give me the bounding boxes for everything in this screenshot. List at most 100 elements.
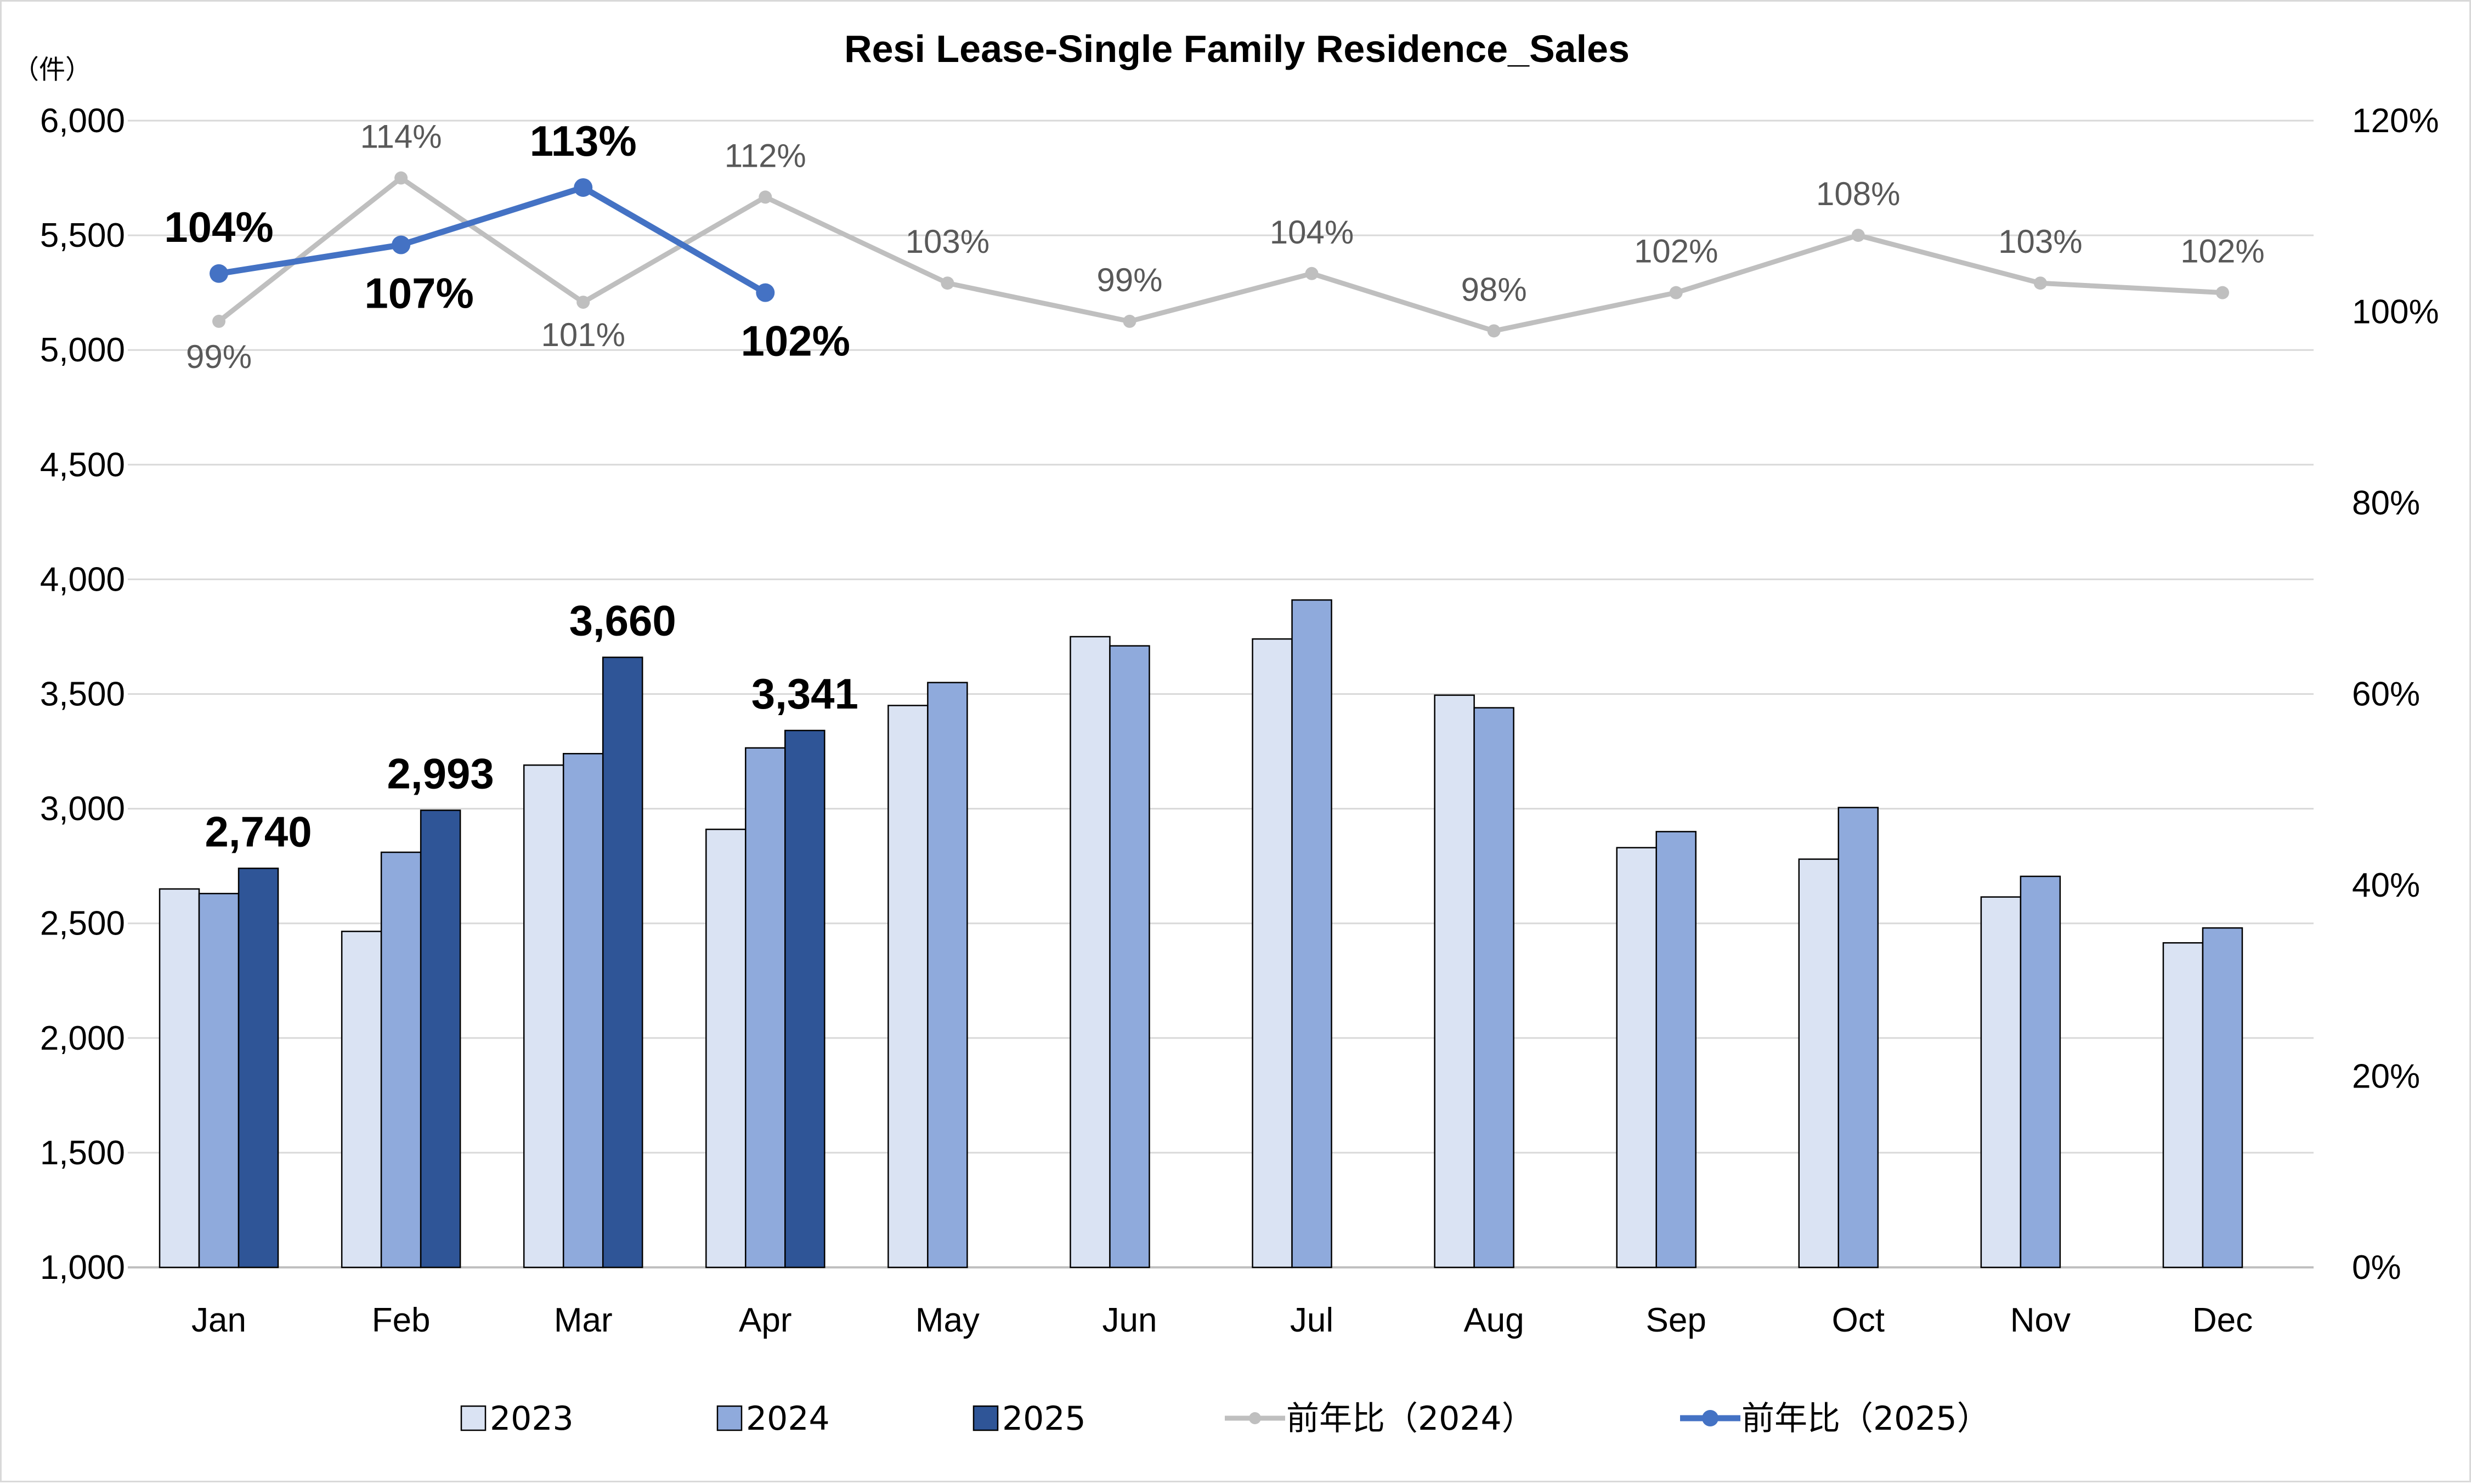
ratio-lines xyxy=(210,171,2229,338)
legend-swatch xyxy=(460,1405,487,1431)
x-tick-label: Oct xyxy=(1832,1301,1885,1339)
line-point xyxy=(1123,314,1136,328)
bar-2024 xyxy=(1291,599,1332,1268)
legend-label: 2025 xyxy=(1002,1400,1086,1438)
x-tick-label: Mar xyxy=(554,1301,613,1339)
bar-2025 xyxy=(784,729,825,1268)
x-tick-label: Jul xyxy=(1290,1301,1333,1339)
y-left-tick-label: 1,500 xyxy=(40,1134,125,1172)
x-tick-label: Sep xyxy=(1646,1301,1706,1339)
ratio-2024-label: 101% xyxy=(541,316,625,353)
line-point xyxy=(212,314,226,328)
bar-2023 xyxy=(1980,896,2022,1268)
bar-2024 xyxy=(745,747,786,1268)
ratio-2025-label: 104% xyxy=(164,203,274,251)
ratio-2024-label: 102% xyxy=(1634,233,1718,270)
y-right-tick-label: 100% xyxy=(2352,293,2439,331)
x-tick-label: Dec xyxy=(2192,1301,2253,1339)
bar-2025 xyxy=(238,868,279,1268)
y-right-tick-label: 120% xyxy=(2352,102,2439,140)
bar-2024 xyxy=(1837,807,1879,1268)
ratio-2025-label: 107% xyxy=(364,269,474,318)
chart-title: Resi Lease-Single Family Residence_Sales xyxy=(844,27,1630,70)
x-tick-label: Jun xyxy=(1102,1301,1157,1339)
ratio-2024-label: 102% xyxy=(2180,233,2264,270)
line-point xyxy=(756,283,775,302)
line-point xyxy=(1305,267,1319,280)
left-axis-unit: （件） xyxy=(13,54,92,85)
bar-data-label: 2,993 xyxy=(387,750,494,798)
y-left-tick-label: 2,000 xyxy=(40,1019,125,1057)
legend: 2023 2024 2025 前年比（2024） 前年比（2025） xyxy=(460,1400,1990,1438)
y-right-tick-label: 80% xyxy=(2352,484,2420,522)
line-series-2025 xyxy=(218,184,767,296)
bar-2023 xyxy=(1252,638,1293,1268)
bar-2023 xyxy=(1434,694,1475,1268)
ratio-2024-label: 103% xyxy=(906,223,989,260)
bar-data-label: 3,341 xyxy=(751,670,858,718)
x-tick-label: Nov xyxy=(2010,1301,2071,1339)
bar-2023 xyxy=(1070,636,1111,1268)
bar-2024 xyxy=(2202,927,2243,1268)
bar-2023 xyxy=(2162,942,2204,1268)
line-point xyxy=(759,190,772,204)
y-right-tick-label: 60% xyxy=(2352,676,2420,713)
bar-2024 xyxy=(1655,831,1697,1268)
bar-2025 xyxy=(602,656,643,1268)
bar-2023 xyxy=(159,888,200,1268)
bar-2024 xyxy=(927,682,968,1268)
ratio-2024-label: 99% xyxy=(186,338,252,375)
bar-2024 xyxy=(198,893,240,1268)
line-point xyxy=(2215,286,2229,299)
bar-2024 xyxy=(1473,707,1514,1268)
ratio-2024-label: 104% xyxy=(1270,214,1354,251)
y-left-tick-label: 3,500 xyxy=(40,676,125,713)
ratio-2024-label: 112% xyxy=(725,137,806,174)
bar-2024 xyxy=(562,752,604,1268)
ratio-2024-label: 98% xyxy=(1461,271,1527,308)
bars xyxy=(159,599,2243,1268)
y-left-tick-label: 3,000 xyxy=(40,790,125,828)
x-tick-label: May xyxy=(915,1301,980,1339)
legend-marker xyxy=(1249,1412,1261,1424)
legend-swatch xyxy=(972,1405,999,1431)
bar-2023 xyxy=(887,705,929,1268)
line-point xyxy=(2033,276,2047,290)
line-point xyxy=(1487,324,1501,338)
legend-label: 前年比（2025） xyxy=(1741,1400,1990,1438)
labels: Resi Lease-Single Family Residence_Sales… xyxy=(13,27,2439,1339)
ratio-2024-label: 108% xyxy=(1816,175,1900,212)
line-point xyxy=(210,264,229,283)
y-left-tick-label: 5,500 xyxy=(40,217,125,254)
legend-marker xyxy=(1702,1410,1718,1426)
x-tick-label: Jan xyxy=(191,1301,246,1339)
legend-swatch xyxy=(716,1405,743,1431)
line-point xyxy=(392,235,411,254)
line-point xyxy=(941,276,954,290)
bar-2023 xyxy=(523,764,564,1268)
y-left-tick-label: 2,500 xyxy=(40,905,125,943)
y-left-tick-label: 5,000 xyxy=(40,331,125,369)
line-point xyxy=(1851,229,1865,242)
bar-2025 xyxy=(420,809,461,1268)
line-series-2024 xyxy=(217,175,2223,333)
line-point xyxy=(394,171,408,185)
ratio-2025-label: 102% xyxy=(741,317,851,365)
bar-2024 xyxy=(2020,875,2061,1268)
legend-label: 前年比（2024） xyxy=(1286,1400,1535,1438)
y-right-tick-label: 20% xyxy=(2352,1058,2420,1096)
y-left-tick-label: 6,000 xyxy=(40,102,125,140)
bar-2023 xyxy=(705,828,747,1268)
y-right-tick-label: 40% xyxy=(2352,866,2420,904)
bar-2024 xyxy=(380,851,422,1268)
y-left-tick-label: 4,000 xyxy=(40,560,125,598)
legend-label: 2023 xyxy=(490,1400,574,1438)
ratio-2024-label: 99% xyxy=(1096,262,1162,298)
x-tick-label: Aug xyxy=(1463,1301,1524,1339)
y-right-tick-label: 0% xyxy=(2352,1249,2401,1287)
ratio-2024-label: 114% xyxy=(360,118,442,155)
legend-label: 2024 xyxy=(746,1400,830,1438)
gridlines xyxy=(128,120,2314,1268)
bar-2023 xyxy=(1616,847,1657,1268)
